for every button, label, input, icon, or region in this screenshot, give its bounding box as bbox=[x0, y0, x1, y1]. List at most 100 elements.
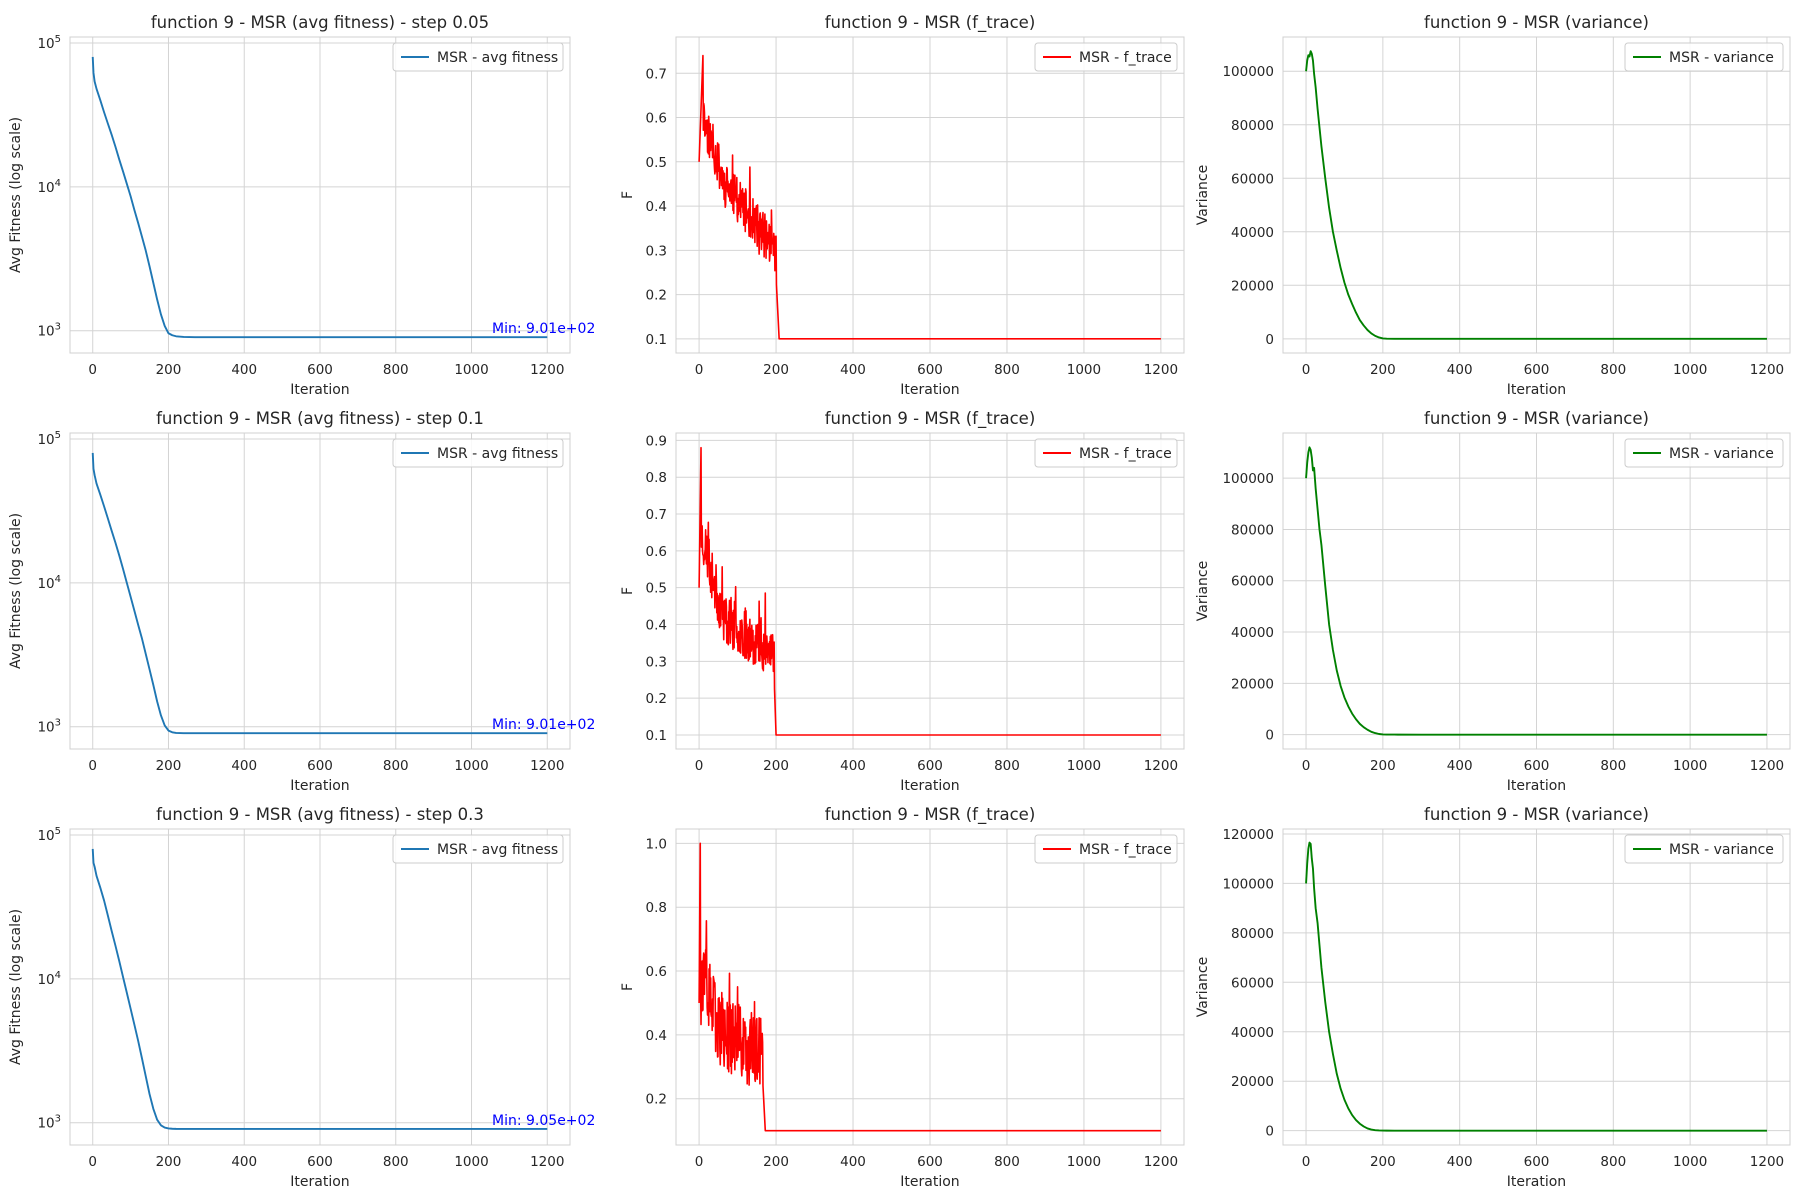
x-tick-label: 1000 bbox=[1067, 362, 1101, 378]
x-axis-label: Iteration bbox=[900, 778, 959, 794]
y-tick-label: 20000 bbox=[1231, 1074, 1274, 1090]
legend-box bbox=[1624, 438, 1784, 468]
x-tick-label: 600 bbox=[1524, 758, 1550, 774]
y-tick-label: 0.4 bbox=[646, 1028, 667, 1044]
x-tick-label: 800 bbox=[994, 1154, 1020, 1170]
y-tick-label: 0.2 bbox=[646, 691, 667, 707]
y-tick-label: 103 bbox=[37, 1114, 61, 1132]
series-line bbox=[91, 56, 548, 339]
y-tick-label: 0.8 bbox=[646, 470, 667, 486]
y-tick-label: 1.0 bbox=[646, 836, 667, 852]
y-tick-label: 103 bbox=[37, 718, 61, 736]
y-tick-label: 0.3 bbox=[646, 243, 667, 259]
y-axis-label: F bbox=[620, 587, 636, 595]
legend: MSR - f_trace bbox=[1034, 42, 1178, 72]
series-line bbox=[1305, 841, 1767, 1132]
subplot-7: 0 200 400 600 800 1000 1200 103 104 105 function 9… bbox=[8, 805, 595, 1190]
x-tick-label: 800 bbox=[383, 1154, 409, 1170]
x-tick-label: 1000 bbox=[1067, 758, 1101, 774]
x-tick-label: 1200 bbox=[1144, 1154, 1178, 1170]
subplot-title: function 9 - MSR (f_trace) bbox=[825, 805, 1036, 825]
y-tick-label: 60000 bbox=[1231, 171, 1274, 187]
subplot-title: function 9 - MSR (variance) bbox=[1424, 805, 1649, 824]
x-tick-label: 1200 bbox=[530, 1154, 564, 1170]
x-tick-label: 200 bbox=[763, 1154, 789, 1170]
y-tick-label: 0.7 bbox=[646, 66, 667, 82]
subplot-title: function 9 - MSR (avg fitness) - step 0.… bbox=[156, 805, 484, 824]
y-tick-label: 105 bbox=[37, 34, 61, 52]
y-tick-label: 0.3 bbox=[646, 654, 667, 670]
y-axis-label: Variance bbox=[1195, 165, 1211, 225]
y-tick-label: 104 bbox=[37, 970, 61, 988]
y-axis-label: Variance bbox=[1195, 957, 1211, 1017]
x-tick-label: 400 bbox=[231, 1154, 257, 1170]
x-tick-label: 600 bbox=[1524, 1154, 1550, 1170]
x-tick-label: 1200 bbox=[1750, 362, 1784, 378]
series-line bbox=[698, 54, 1162, 340]
x-tick-label: 0 bbox=[88, 362, 97, 378]
y-tick-label: 0.6 bbox=[646, 111, 667, 127]
subplot-title: function 9 - MSR (variance) bbox=[1424, 409, 1649, 428]
x-tick-label: 1000 bbox=[1673, 758, 1707, 774]
y-axis-label: Avg Fitness (log scale) bbox=[8, 117, 24, 273]
x-tick-label: 800 bbox=[383, 758, 409, 774]
axes-frame bbox=[1282, 36, 1791, 354]
x-tick-label: 1200 bbox=[530, 362, 564, 378]
y-tick-label: 0.5 bbox=[646, 581, 667, 597]
y-tick-label: 0.8 bbox=[646, 900, 667, 916]
legend: MSR - variance bbox=[1624, 42, 1784, 72]
legend-label: MSR - variance bbox=[1669, 50, 1774, 66]
x-axis-label: Iteration bbox=[290, 382, 349, 398]
subplot-4: 0 200 400 600 800 1000 1200 103 104 105 function 9… bbox=[8, 409, 595, 794]
series-line bbox=[698, 446, 1162, 736]
y-tick-label: 104 bbox=[37, 178, 61, 196]
series-line bbox=[1305, 446, 1767, 736]
min-annotation: Min: 9.05e+02 bbox=[492, 1113, 595, 1129]
x-tick-label: 1000 bbox=[1673, 362, 1707, 378]
x-tick-label: 600 bbox=[1524, 362, 1550, 378]
x-tick-label: 600 bbox=[307, 758, 333, 774]
x-tick-label: 1000 bbox=[454, 758, 488, 774]
x-tick-label: 0 bbox=[1302, 758, 1311, 774]
x-tick-label: 800 bbox=[994, 362, 1020, 378]
x-tick-label: 600 bbox=[917, 362, 943, 378]
subplot-title: function 9 - MSR (f_trace) bbox=[825, 409, 1036, 429]
y-tick-label: 80000 bbox=[1231, 926, 1274, 942]
legend-label: MSR - variance bbox=[1669, 842, 1774, 858]
y-tick-label: 0 bbox=[1265, 1124, 1274, 1140]
axes-frame bbox=[69, 828, 571, 1146]
legend-label: MSR - avg fitness bbox=[437, 842, 558, 858]
series-line bbox=[1305, 50, 1767, 340]
y-tick-label: 40000 bbox=[1231, 1025, 1274, 1041]
subplot-3: 0 200 400 600 800 1000 1200 0 20000 40000 60000 800… bbox=[1195, 13, 1791, 398]
y-tick-label: 80000 bbox=[1231, 118, 1274, 134]
x-tick-label: 0 bbox=[695, 758, 704, 774]
x-axis-label: Iteration bbox=[900, 1174, 959, 1190]
y-tick-label: 120000 bbox=[1222, 827, 1274, 843]
subplot-title: function 9 - MSR (variance) bbox=[1424, 13, 1649, 32]
y-tick-label: 100000 bbox=[1222, 471, 1274, 487]
y-tick-label: 40000 bbox=[1231, 225, 1274, 241]
y-tick-label: 0.1 bbox=[646, 728, 667, 744]
legend-box bbox=[392, 834, 564, 864]
series-line bbox=[91, 848, 548, 1130]
legend-box bbox=[1034, 438, 1178, 468]
y-tick-label: 0.9 bbox=[646, 433, 667, 449]
y-tick-label: 0.1 bbox=[646, 332, 667, 348]
y-tick-label: 0.7 bbox=[646, 507, 667, 523]
x-axis-label: Iteration bbox=[1507, 778, 1566, 794]
x-tick-label: 0 bbox=[695, 1154, 704, 1170]
y-tick-label: 0 bbox=[1265, 332, 1274, 348]
x-tick-label: 800 bbox=[994, 758, 1020, 774]
y-tick-label: 0.4 bbox=[646, 199, 667, 215]
series-line bbox=[698, 842, 1162, 1132]
y-tick-label: 0.2 bbox=[646, 1092, 667, 1108]
series-line bbox=[91, 452, 548, 735]
legend-box bbox=[1034, 834, 1178, 864]
y-tick-label: 80000 bbox=[1231, 522, 1274, 538]
y-tick-label: 100000 bbox=[1222, 876, 1274, 892]
x-tick-label: 200 bbox=[763, 758, 789, 774]
axes-frame bbox=[675, 828, 1185, 1146]
axes-frame bbox=[675, 432, 1185, 750]
